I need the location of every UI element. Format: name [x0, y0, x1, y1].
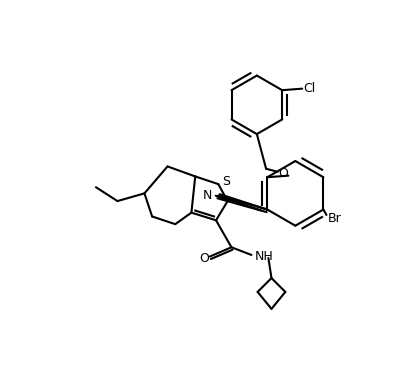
- Text: NH: NH: [255, 250, 273, 263]
- Text: O: O: [199, 252, 209, 265]
- Text: Cl: Cl: [304, 82, 316, 95]
- Text: O: O: [278, 167, 288, 180]
- Text: S: S: [222, 175, 230, 188]
- Text: N: N: [202, 189, 212, 202]
- Text: Br: Br: [328, 212, 342, 225]
